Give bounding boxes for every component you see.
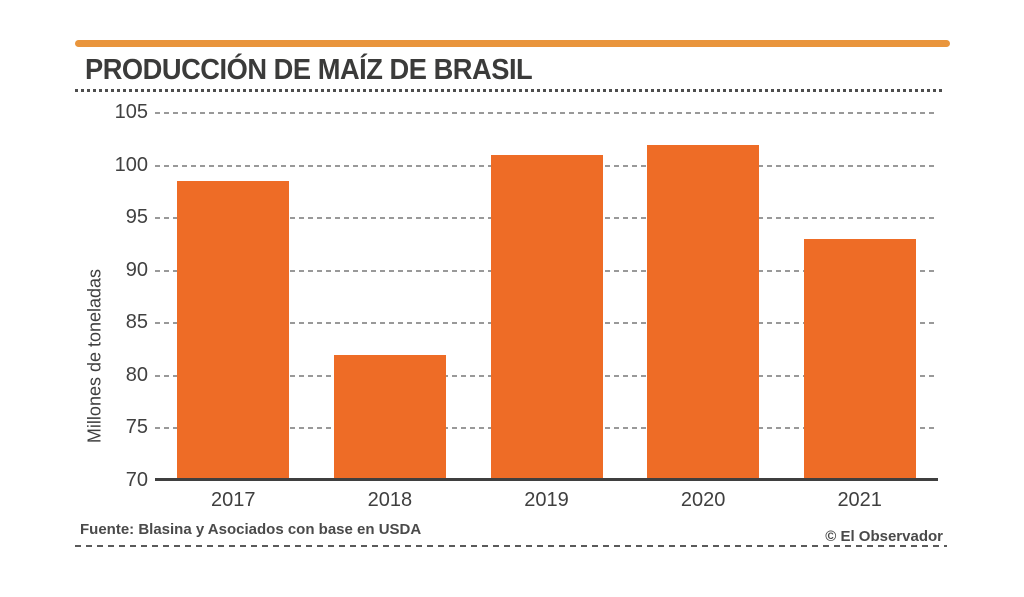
bar-2017: [177, 181, 290, 481]
y-tick-label-70: 70: [125, 469, 148, 491]
title-accent-rule: [75, 40, 950, 47]
x-tick-label-2017: 2017: [211, 489, 256, 511]
y-tick-label-105: 105: [114, 101, 148, 123]
y-tick-label-85: 85: [125, 311, 148, 334]
y-gridline-105: [155, 112, 938, 114]
title-dotted-rule: [75, 89, 945, 92]
bar-2019: [490, 155, 603, 481]
source-note: Fuente: Blasina y Asociados con base en …: [80, 521, 422, 538]
bar-2020: [647, 144, 760, 481]
y-tick-label-90: 90: [125, 258, 148, 281]
x-tick-label-2020: 2020: [680, 489, 726, 511]
y-tick-label-95: 95: [125, 206, 148, 229]
x-tick-label-2018: 2018: [367, 489, 413, 511]
x-tick-label-2021: 2021: [837, 489, 882, 511]
x-tick-label-2019: 2019: [524, 489, 569, 511]
credit-note: © El Observador: [821, 528, 947, 545]
footer-dashed-rule: [75, 545, 947, 547]
chart-plot-area: [155, 105, 938, 481]
bar-2021: [803, 239, 916, 481]
y-tick-label-100: 100: [114, 153, 148, 176]
y-tick-label-75: 75: [125, 416, 148, 439]
x-axis-baseline: [155, 478, 938, 481]
y-tick-label-80: 80: [125, 363, 148, 386]
bar-2018: [333, 354, 446, 481]
page-title: PRODUCCIÓN DE MAÍZ DE BRASIL: [85, 54, 533, 86]
